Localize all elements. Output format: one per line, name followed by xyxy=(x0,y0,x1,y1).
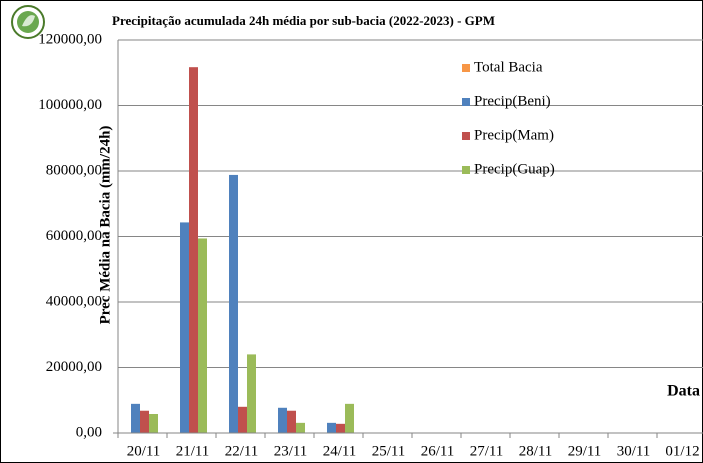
legend-swatch xyxy=(462,132,470,140)
legend-label: Precip(Beni) xyxy=(474,93,551,109)
x-tick-label: 20/11 xyxy=(127,443,161,459)
y-tick-label: 60000,00 xyxy=(46,228,102,244)
bar xyxy=(229,174,238,433)
logo-leaf xyxy=(22,15,35,27)
bar xyxy=(345,403,354,433)
x-tick-label: 22/11 xyxy=(225,443,259,459)
chart-title: Precipitação acumulada 24h média por sub… xyxy=(112,13,495,28)
legend-swatch xyxy=(462,64,470,72)
x-tick-label: 23/11 xyxy=(274,443,308,459)
bar xyxy=(296,422,305,433)
bar xyxy=(327,422,336,433)
bar xyxy=(180,222,189,433)
bar xyxy=(140,410,149,433)
y-tick-label: 120000,00 xyxy=(38,31,102,47)
bar xyxy=(149,414,158,433)
y-tick-label: 80000,00 xyxy=(46,162,102,178)
bar xyxy=(198,238,207,433)
bar xyxy=(131,403,140,433)
x-tick-label: 26/11 xyxy=(421,443,455,459)
y-tick-label: 0,00 xyxy=(76,424,102,440)
x-tick-label: 21/11 xyxy=(176,443,210,459)
legend-swatch xyxy=(462,166,470,174)
x-axis-label: Data xyxy=(667,383,700,400)
bar xyxy=(336,423,345,433)
y-tick-label: 20000,00 xyxy=(46,359,102,375)
x-tick-label: 25/11 xyxy=(372,443,406,459)
x-tick-label: 28/11 xyxy=(519,443,553,459)
legend-label: Total Bacia xyxy=(474,59,543,75)
legend-label: Precip(Mam) xyxy=(474,127,554,143)
x-tick-label: 29/11 xyxy=(568,443,602,459)
bar xyxy=(238,406,247,433)
x-tick-label: 27/11 xyxy=(470,443,504,459)
y-axis-label: Prec Média na Bacia (mm/24h) xyxy=(97,126,113,325)
x-tick-label: 01/12 xyxy=(665,443,699,459)
bar xyxy=(247,354,256,433)
bar xyxy=(278,407,287,433)
y-tick-label: 100000,00 xyxy=(38,97,102,113)
legend-swatch xyxy=(462,98,470,106)
bar xyxy=(189,67,198,434)
x-tick-label: 24/11 xyxy=(323,443,357,459)
bar xyxy=(287,410,296,433)
x-tick-label: 30/11 xyxy=(617,443,651,459)
legend-label: Precip(Guap) xyxy=(474,161,555,177)
y-tick-label: 40000,00 xyxy=(46,293,102,309)
